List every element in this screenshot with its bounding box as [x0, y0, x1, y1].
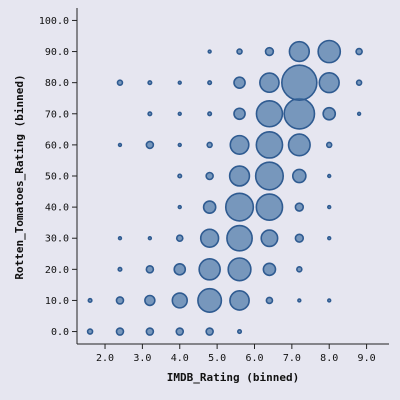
data-point-bubble	[229, 134, 250, 155]
data-point-bubble	[207, 49, 212, 54]
data-point-bubble	[175, 234, 184, 243]
y-tick-label: 60.0	[45, 140, 69, 151]
data-point-bubble	[145, 140, 155, 150]
data-point-bubble	[327, 236, 332, 241]
data-point-bubble	[177, 111, 182, 116]
data-point-bubble	[171, 292, 188, 309]
data-point-bubble	[205, 327, 214, 336]
x-axis: 2.0 3.0 4.0 5.0 6.0 7.0 8.0 9.0	[77, 343, 389, 364]
data-point-bubble	[206, 141, 213, 149]
y-tick-label: 70.0	[45, 109, 69, 120]
x-tick-label: 7.0	[283, 353, 301, 364]
data-point-bubble	[281, 64, 318, 101]
data-point-bubble	[177, 173, 183, 179]
data-point-bubble	[233, 107, 246, 121]
data-point-bubble	[317, 39, 342, 64]
data-point-bubble	[145, 265, 155, 274]
y-tick-label: 0.0	[51, 327, 69, 338]
data-point-bubble	[224, 192, 255, 222]
y-tick-label: 50.0	[45, 172, 69, 183]
data-point-bubble	[202, 200, 217, 214]
data-point-bubble	[255, 99, 284, 128]
data-point-bubble	[86, 328, 94, 335]
data-point-bubble	[260, 229, 279, 248]
x-tick-label: 3.0	[133, 353, 151, 364]
data-point-bubble	[259, 72, 280, 94]
data-point-bubble	[262, 262, 277, 277]
x-tick-label: 9.0	[358, 353, 376, 364]
data-point-bubble	[207, 80, 213, 86]
data-point-bubble	[117, 236, 123, 241]
data-point-bubble	[175, 327, 185, 336]
data-point-bubble	[173, 262, 187, 276]
data-point-bubble	[117, 266, 123, 272]
data-point-bubble	[147, 80, 153, 86]
data-point-bubble	[318, 71, 340, 94]
data-point-bubble	[117, 142, 123, 148]
y-tick-label: 30.0	[45, 234, 69, 245]
data-point-bubble	[144, 294, 156, 307]
data-point-bubble	[325, 141, 333, 149]
data-point-bubble	[327, 298, 332, 303]
plot-area	[86, 39, 363, 336]
y-tick-label: 20.0	[45, 265, 69, 276]
y-axis-title: Rotten_Tomatoes_Rating (binned)	[13, 74, 26, 279]
data-point-bubble	[205, 171, 214, 181]
data-point-bubble	[227, 257, 252, 282]
data-point-bubble	[207, 111, 213, 117]
data-point-bubble	[228, 165, 251, 187]
x-tick-label: 4.0	[171, 353, 189, 364]
data-point-bubble	[236, 48, 243, 55]
data-point-bubble	[255, 193, 284, 222]
data-point-bubble	[355, 47, 363, 56]
data-point-bubble	[147, 111, 153, 117]
data-point-bubble	[283, 97, 316, 130]
y-tick-label: 40.0	[45, 203, 69, 214]
data-point-bubble	[199, 228, 220, 248]
data-point-bubble	[264, 46, 275, 57]
data-point-bubble	[87, 297, 93, 303]
data-point-bubble	[287, 133, 311, 157]
x-tick-label: 5.0	[208, 353, 226, 364]
x-tick-label: 6.0	[245, 353, 263, 364]
data-point-bubble	[116, 79, 124, 86]
data-point-bubble	[294, 233, 305, 243]
data-point-bubble	[294, 202, 305, 212]
data-point-bubble	[198, 258, 221, 281]
y-tick-label: 100.0	[39, 16, 69, 27]
y-tick-label: 80.0	[45, 78, 69, 89]
data-point-bubble	[327, 173, 332, 179]
y-tick-label: 10.0	[45, 296, 69, 307]
data-point-bubble	[355, 79, 363, 86]
data-point-bubble	[288, 40, 311, 63]
x-axis-title: IMDB_Rating (binned)	[167, 371, 299, 384]
data-point-bubble	[356, 111, 362, 116]
data-point-bubble	[322, 106, 337, 121]
data-point-bubble	[226, 224, 253, 252]
data-point-bubble	[265, 296, 274, 305]
data-point-bubble	[177, 80, 182, 85]
data-point-bubble	[233, 76, 246, 90]
data-point-bubble	[197, 287, 223, 313]
data-point-bubble	[327, 204, 332, 210]
data-point-bubble	[296, 266, 303, 273]
data-point-bubble	[255, 130, 284, 159]
data-point-bubble	[236, 329, 243, 335]
data-point-bubble	[291, 168, 307, 184]
data-point-bubble	[147, 236, 153, 241]
data-point-bubble	[145, 327, 155, 336]
y-axis: 0.0 10.0 20.0 30.0 40.0 50.0 60.0 70.0 80.0 90.0 1…	[39, 8, 78, 344]
data-point-bubble	[297, 298, 302, 303]
data-point-bubble	[177, 204, 182, 210]
x-tick-label: 2.0	[96, 353, 114, 364]
y-tick-label: 90.0	[45, 47, 69, 58]
x-tick-label: 8.0	[320, 353, 338, 364]
data-point-bubble	[115, 327, 125, 336]
data-point-bubble	[177, 142, 182, 148]
data-point-bubble	[229, 290, 250, 311]
data-point-bubble	[115, 296, 125, 305]
data-point-bubble	[254, 161, 285, 191]
